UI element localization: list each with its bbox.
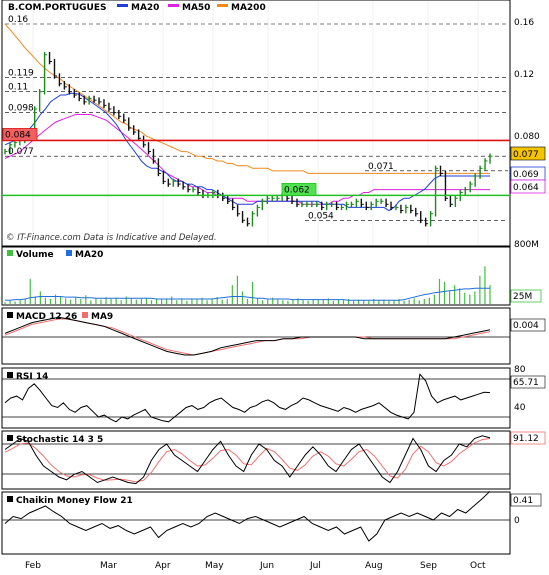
- chaikin-line: [4, 490, 491, 542]
- rsi-level-80: 80: [514, 365, 526, 375]
- legend-label-ma20: MA20: [131, 3, 159, 13]
- legend-swatch-ma50: [168, 4, 179, 7]
- rsi-level-40: 40: [514, 403, 526, 413]
- x-tick-label: Mar: [100, 561, 117, 571]
- stochastic-title: Stochastic 14 3 5: [16, 435, 103, 445]
- last-ma20-value: 0.069: [513, 170, 539, 180]
- y-tick-0.12: 0.12: [514, 70, 534, 80]
- chaikin-last-value: 0.41: [513, 496, 533, 506]
- chaikin-zero-label: 0: [514, 516, 520, 526]
- macd-line: [4, 316, 491, 356]
- stochastic-last-box: [510, 431, 546, 445]
- rsi-last-value: 65.71: [513, 378, 539, 388]
- volume-ma20-label: MA20: [75, 250, 103, 260]
- y-tick-0.16: 0.16: [514, 18, 534, 28]
- x-tick-label: Jul: [309, 561, 321, 571]
- y-tick-0.080: 0.080: [514, 132, 540, 142]
- price-axis: 0.16 0.12 0.080 800M: [514, 18, 540, 250]
- price-level-label: 0.16: [8, 15, 28, 25]
- price-level-labels: 0.16 0.119 0.11 0.098 0.084 0.077 0.071 0.062 0.…: [2, 15, 394, 221]
- volume-ma20-line: [5, 287, 490, 301]
- legend-swatch-ma20: [117, 4, 128, 7]
- legend-swatch-volume-ma20: [66, 250, 72, 256]
- support-resistance-lines: [2, 139, 510, 197]
- price-level-label: 0.077: [8, 147, 34, 157]
- stochastic-last-value: 91.12: [513, 434, 539, 444]
- rsi-title: RSI 14: [16, 372, 48, 382]
- price-level-label: 0.071: [368, 162, 394, 172]
- legend-swatch-stochastic: [7, 435, 13, 441]
- legend-swatch-macd-ma9: [82, 312, 88, 318]
- chaikin-last-box: [510, 493, 542, 507]
- watermark: © IT-Finance.com Data is Indicative and …: [6, 233, 217, 243]
- legend-label-ma200: MA200: [231, 3, 266, 13]
- ma200-line: [4, 23, 490, 174]
- macd-title: MACD 12 26: [16, 312, 77, 322]
- legend-swatch-macd: [7, 312, 13, 318]
- volume-panel-frame: [1, 246, 511, 306]
- x-tick-label: Oct: [470, 561, 486, 571]
- stochastic-k-line: [4, 435, 491, 485]
- price-level-label-box: [281, 182, 317, 196]
- price-level-label: 0.119: [8, 69, 34, 79]
- volume-last-box: [510, 289, 542, 303]
- x-axis: Feb Mar Apr May Jun Jul Aug Sep Oct: [25, 561, 486, 571]
- x-tick-label: Feb: [25, 561, 41, 571]
- price-level-label: 0.084: [5, 130, 31, 140]
- price-level-label-box: [2, 128, 38, 141]
- rsi-line: [4, 373, 491, 423]
- x-tick-label: Jun: [259, 561, 274, 571]
- rsi-panel-frame: [1, 367, 511, 429]
- x-tick-label: Apr: [155, 561, 171, 571]
- last-ma50-box: [510, 179, 546, 194]
- legend-swatch-rsi: [7, 372, 13, 378]
- chaikin-panel-frame: [1, 491, 511, 555]
- legend-swatch-ma200: [217, 4, 228, 7]
- ma50-line: [4, 114, 490, 205]
- volume-title: Volume: [16, 250, 54, 260]
- last-value-boxes: 0.077 0.069 0.064: [510, 146, 546, 194]
- y-tick-volume-max: 800M: [514, 240, 539, 250]
- price-level-label: 0.062: [284, 185, 310, 195]
- macd-panel-frame: [1, 307, 511, 365]
- legend-label-ma50: MA50: [182, 3, 210, 13]
- price-level-label: 0.054: [308, 211, 334, 221]
- macd-panel: MACD 12 26 MA9 0.004: [1, 307, 546, 365]
- stochastic-panel: Stochastic 14 3 5 91.12: [1, 430, 546, 490]
- volume-last-value: 25M: [513, 292, 532, 302]
- rsi-last-box: [510, 375, 546, 389]
- x-tick-label: Aug: [365, 561, 383, 571]
- price-level-label: 0.11: [8, 83, 28, 93]
- price-panel: 0.16 0.119 0.11 0.098 0.084 0.077 0.071 0.062 0.…: [1, 0, 511, 247]
- ma20-line: [4, 92, 490, 212]
- x-tick-label: May: [205, 561, 224, 571]
- chart-title: B.COM.PORTUGUES: [8, 3, 106, 13]
- price-level-label: 0.098: [8, 104, 34, 114]
- last-close-value: 0.077: [513, 150, 539, 160]
- macd-ma9-label: MA9: [91, 312, 113, 322]
- macd-last-box: [510, 318, 546, 332]
- chaikin-panel: Chaikin Money Flow 21 0.41 0: [1, 490, 542, 555]
- price-panel-frame: [1, 0, 511, 247]
- chaikin-title: Chaikin Money Flow 21: [16, 496, 133, 506]
- last-close-box: [510, 146, 546, 161]
- x-tick-label: Sep: [420, 561, 437, 571]
- last-ma50-value: 0.064: [513, 183, 539, 193]
- price-gridlines: [32, 1, 479, 245]
- macd-last-value: 0.004: [513, 321, 539, 331]
- legend-swatch-volume: [7, 250, 13, 256]
- volume-panel: Volume MA20 25M: [1, 246, 542, 306]
- rsi-panel: RSI 14 80 65.71 40: [1, 365, 546, 429]
- legend-swatch-chaikin: [7, 496, 13, 502]
